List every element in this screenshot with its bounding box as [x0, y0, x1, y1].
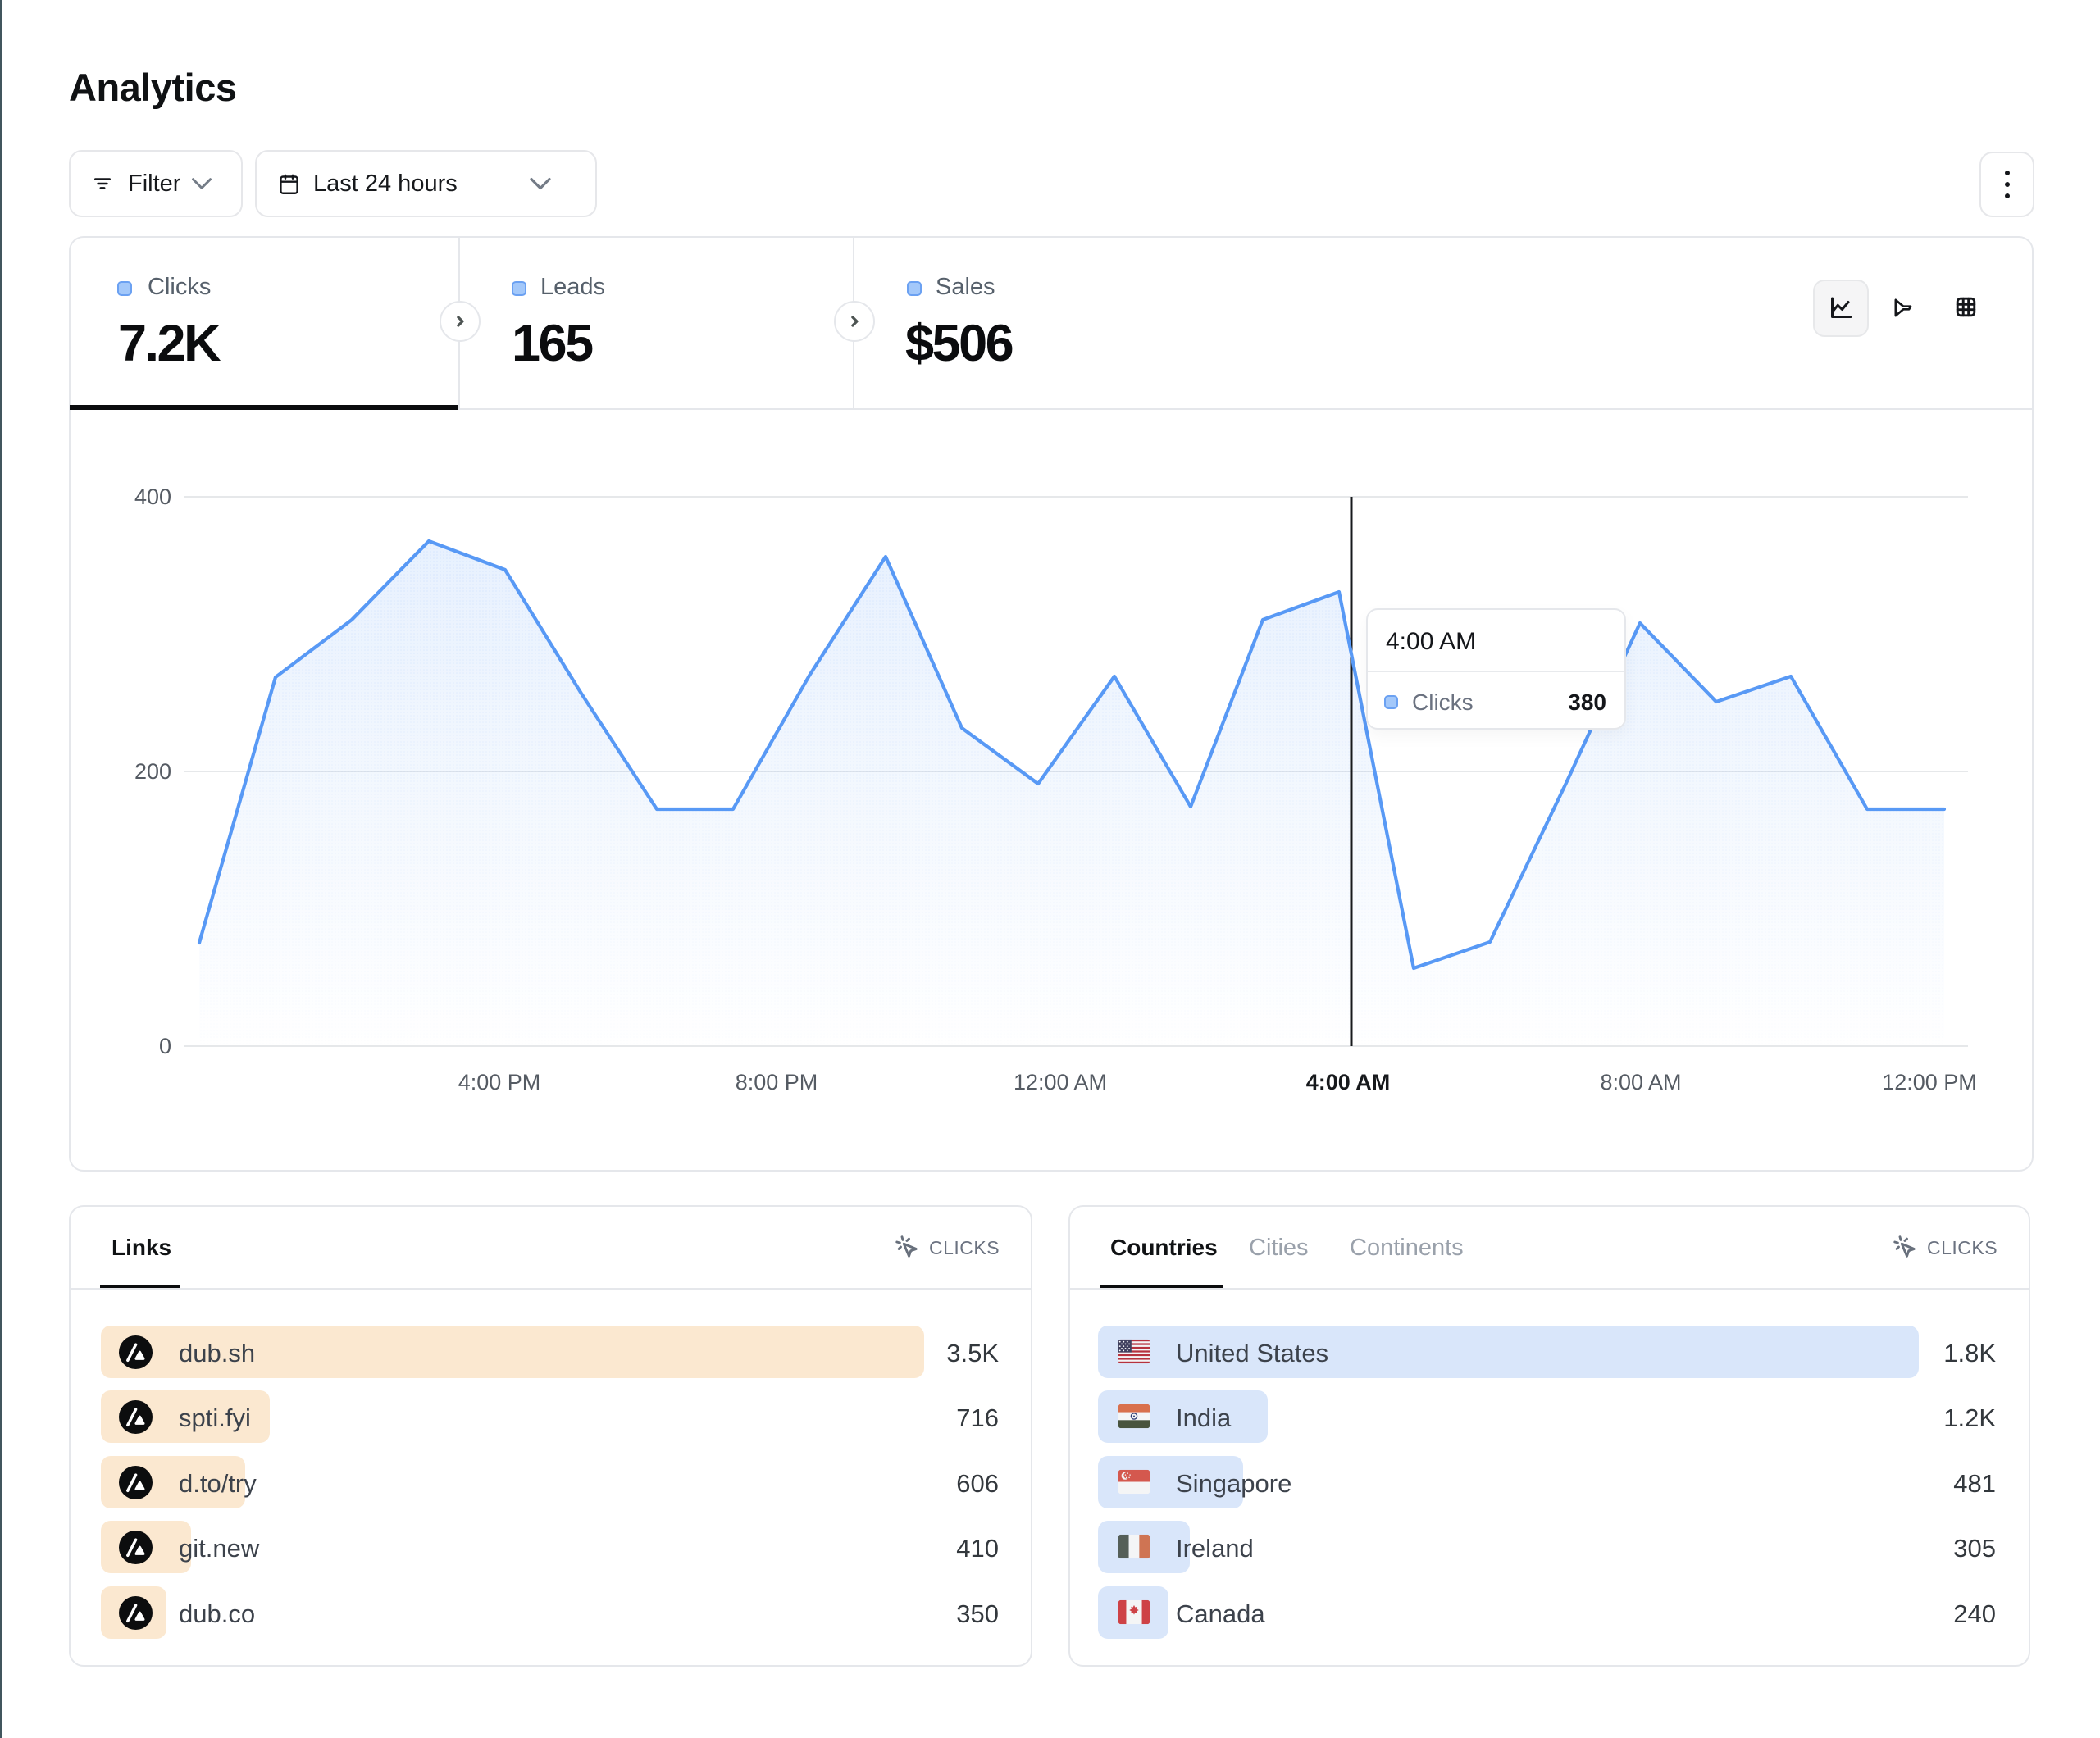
svg-text:200: 200 [134, 759, 171, 784]
svg-text:8:00 PM: 8:00 PM [736, 1070, 818, 1094]
svg-text:12:00 PM: 12:00 PM [1882, 1070, 1977, 1094]
svg-text:12:00 AM: 12:00 AM [1014, 1070, 1107, 1094]
svg-text:0: 0 [159, 1034, 171, 1058]
svg-text:8:00 AM: 8:00 AM [1600, 1070, 1681, 1094]
svg-text:4:00 AM: 4:00 AM [1306, 1070, 1391, 1094]
svg-text:4:00 PM: 4:00 PM [458, 1070, 541, 1094]
svg-text:400: 400 [134, 485, 171, 509]
